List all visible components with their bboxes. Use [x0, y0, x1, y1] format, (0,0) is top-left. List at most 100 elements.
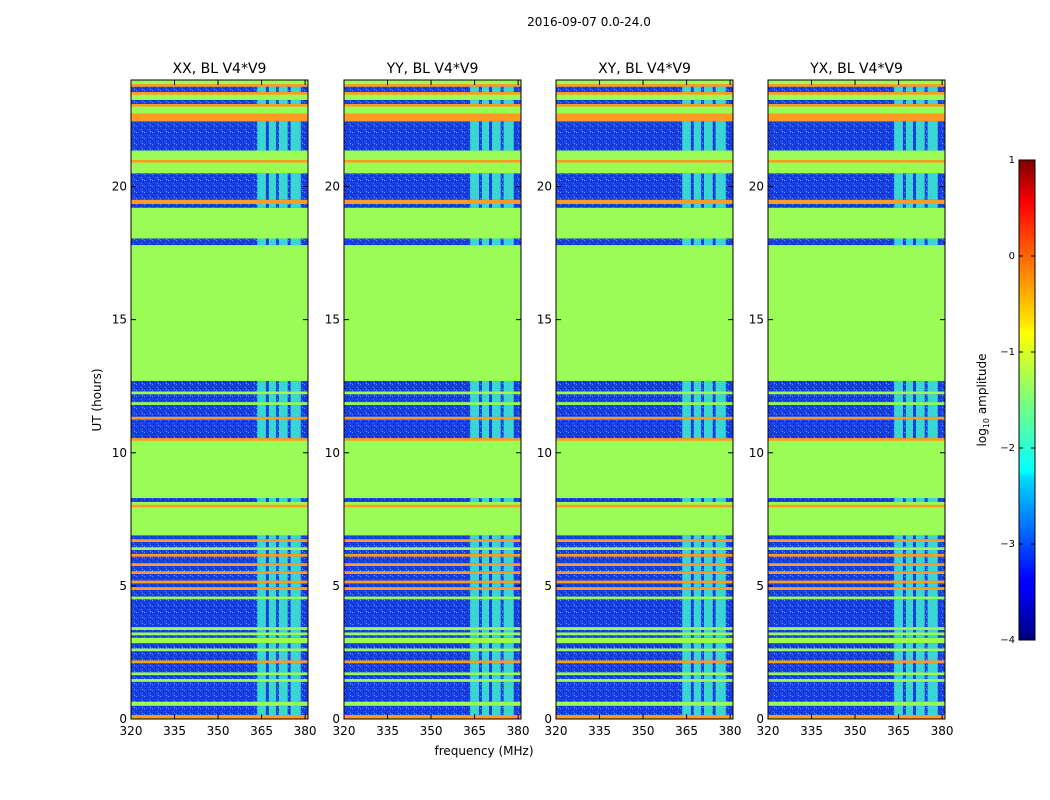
- time-band-lowdata: [768, 121, 945, 151]
- time-band-lowdata: [556, 629, 733, 633]
- time-band-orange: [768, 563, 945, 566]
- rfi-column: [682, 549, 691, 554]
- rfi-column: [481, 681, 490, 702]
- x-tick-label: 365: [887, 724, 910, 738]
- time-band-lowdata: [556, 86, 733, 92]
- colorbar-tick-label: −4: [1000, 635, 1015, 646]
- rfi-column: [257, 535, 266, 540]
- time-band-flag: [131, 531, 308, 536]
- rfi-column: [703, 498, 713, 503]
- panel-xy: XY, BL V4*V9 320 335 350 365 380 0 5 10 15 20: [537, 61, 742, 738]
- rfi-column: [268, 651, 277, 661]
- time-band-lowdata: [131, 86, 308, 92]
- time-band-lowdata: [344, 589, 521, 597]
- time-band-lowdata: [344, 705, 521, 716]
- rfi-column: [927, 663, 938, 673]
- rfi-column: [268, 394, 277, 403]
- rfi-column: [491, 573, 501, 581]
- rfi-column: [894, 99, 903, 104]
- rfi-column: [915, 635, 925, 638]
- y-tick-label: 15: [112, 313, 127, 327]
- time-band-lowdata: [556, 121, 733, 151]
- rfi-column: [715, 173, 726, 200]
- time-band-orange: [768, 103, 945, 107]
- rfi-column: [503, 541, 514, 548]
- rfi-column: [290, 419, 301, 439]
- time-band-flag: [768, 596, 945, 600]
- rfi-column: [894, 498, 903, 503]
- rfi-column: [693, 173, 702, 200]
- rfi-column: [715, 556, 726, 564]
- rfi-column: [481, 573, 490, 581]
- rfi-column: [715, 498, 726, 503]
- rfi-column: [481, 599, 490, 628]
- rfi-column: [715, 549, 726, 554]
- rfi-column: [481, 565, 490, 572]
- rfi-column: [715, 238, 726, 246]
- rfi-column: [481, 419, 490, 439]
- rfi-column: [905, 675, 914, 680]
- time-band-orange: [768, 91, 945, 95]
- y-tick-label: 20: [112, 180, 127, 194]
- time-band-lowdata: [131, 203, 308, 208]
- time-band-flag: [556, 94, 733, 100]
- rfi-column: [927, 99, 938, 104]
- y-tick-label: 15: [537, 313, 552, 327]
- time-band-orange: [556, 539, 733, 542]
- rfi-column: [503, 583, 514, 588]
- rfi-column: [915, 599, 925, 628]
- rfi-column: [268, 86, 277, 92]
- rfi-column: [703, 663, 713, 673]
- rfi-column: [927, 643, 938, 649]
- time-band-lowdata: [768, 549, 945, 554]
- time-band-flag: [131, 679, 308, 682]
- time-band-lowdata: [556, 573, 733, 581]
- rfi-column: [290, 681, 301, 702]
- time-band-orange: [768, 83, 945, 87]
- rfi-column: [257, 556, 266, 564]
- rfi-column: [927, 651, 938, 661]
- time-band-lowdata: [131, 380, 308, 392]
- rfi-column: [491, 556, 501, 564]
- rfi-column: [715, 541, 726, 548]
- rfi-column: [503, 705, 514, 716]
- rfi-column: [257, 549, 266, 554]
- y-tick-label: 5: [119, 579, 127, 593]
- rfi-column: [278, 380, 288, 392]
- time-band-lowdata: [344, 380, 521, 392]
- rfi-column: [682, 404, 691, 417]
- time-band-lowdata: [131, 599, 308, 628]
- rfi-column: [894, 535, 903, 540]
- rfi-column: [290, 599, 301, 628]
- rfi-column: [703, 203, 713, 208]
- rfi-column: [915, 675, 925, 680]
- rfi-column: [470, 663, 479, 673]
- time-band-flag: [556, 207, 733, 239]
- rfi-column: [257, 86, 266, 92]
- rfi-column: [693, 651, 702, 661]
- rfi-column: [927, 121, 938, 151]
- rfi-column: [703, 173, 713, 200]
- time-band-lowdata: [344, 675, 521, 680]
- time-band-flag: [556, 701, 733, 706]
- time-band-orange: [131, 587, 308, 590]
- rfi-column: [503, 121, 514, 151]
- rfi-column: [905, 589, 914, 597]
- rfi-column: [268, 419, 277, 439]
- time-band-flag: [768, 701, 945, 706]
- colorbar: 10−1−2−3−4 log10 amplitude: [975, 155, 1036, 646]
- time-band-flag: [131, 80, 308, 84]
- time-band-lowdata: [131, 565, 308, 572]
- time-band-lowdata: [768, 203, 945, 208]
- rfi-column: [491, 565, 501, 572]
- time-band-lowdata: [556, 599, 733, 628]
- rfi-column: [470, 121, 479, 151]
- rfi-column: [894, 549, 903, 554]
- time-band-flag: [344, 440, 521, 493]
- rfi-column: [894, 629, 903, 633]
- rfi-column: [481, 651, 490, 661]
- rfi-column: [278, 663, 288, 673]
- rfi-column: [278, 589, 288, 597]
- rfi-column: [703, 535, 713, 540]
- time-band-flag: [556, 507, 733, 532]
